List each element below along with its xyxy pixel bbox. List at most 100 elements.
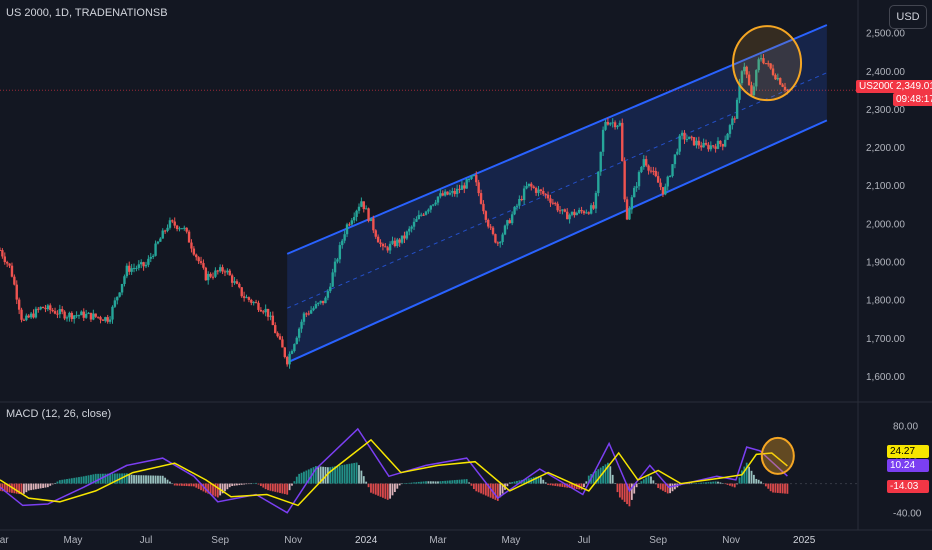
macd-histogram-bar [470,483,473,486]
candle-body [707,144,710,150]
candle-body [534,187,538,193]
macd-histogram-bar [669,483,672,494]
macd-histogram-bar [731,483,734,487]
macd-histogram-bar [288,483,291,491]
macd-histogram-bar [401,483,403,485]
macd-histogram-bar [87,475,90,484]
macd-histogram-bar [657,483,660,489]
candle-body [695,140,698,146]
candle-body [80,311,83,316]
macd-histogram-bar [307,469,310,484]
candle-body [384,246,387,248]
macd-histogram-bar [123,473,126,484]
channel-upper-line[interactable] [286,24,828,255]
candle-body [487,219,490,227]
macd-histogram-bar [300,472,303,484]
candle-body [214,270,217,277]
candle-body [575,212,578,216]
candle-body [561,209,564,211]
macd-histogram-bar [216,483,219,498]
candle-body [116,296,119,301]
candle-body [530,183,533,187]
candle-body [618,122,622,126]
macd-histogram-bar [379,483,382,497]
candle-body [223,271,227,273]
candle-body [460,185,464,190]
macd-histogram-bar [166,479,169,484]
candle-body [101,319,105,321]
macd-histogram-bar [461,479,463,484]
candle-body [300,321,303,329]
candle-body [388,243,392,251]
candle-body [171,220,174,222]
candle-body [27,315,30,318]
macd-histogram-bar [573,483,576,489]
candle-body [556,203,559,211]
macd-histogram-bar [382,483,384,498]
candle-body [606,121,610,125]
candle-body [743,66,746,72]
candle-body [228,270,231,276]
macd-histogram-bar [437,481,439,484]
macd-histogram-bar [281,483,284,494]
macd-histogram-bar [623,483,626,502]
price-tick-label: 2,200.00 [866,143,905,154]
macd-histogram-bar [417,481,420,484]
candle-body [642,159,645,167]
macd-histogram-bar [532,477,535,484]
price-tick-label: 1,800.00 [866,296,905,307]
candle-body [589,205,593,214]
macd-histogram-bar [37,483,40,489]
candle-body [429,205,432,210]
macd-histogram-bar [214,483,217,497]
candle-body [759,58,763,60]
candle-body [89,312,93,320]
macd-histogram-bar [1,483,4,492]
candle-body [477,182,480,194]
candle-body [151,255,155,257]
candle-body [554,202,557,204]
macd-histogram-bar [465,479,468,484]
price-tick-label: 2,300.00 [866,105,905,116]
candle-body [187,231,191,243]
macd-histogram-bar [154,475,157,484]
macd-histogram-bar [341,465,344,484]
macd-histogram-bar [128,474,131,484]
macd-histogram-bar [494,483,497,500]
macd-histogram-bar [386,483,389,500]
candle-body [719,140,722,145]
candle-body [714,146,717,149]
candle-body [601,129,605,152]
candle-body [281,339,284,348]
candle-body [51,309,54,312]
candle-body [329,286,332,292]
macd-histogram-bar [697,482,700,484]
candle-body [439,193,442,197]
candle-body [769,63,772,69]
candle-body [443,191,447,196]
macd-histogram-bar [8,483,11,493]
candle-body [10,265,14,277]
candle-body [266,308,270,317]
macd-histogram-bar [149,475,152,484]
candle-body [209,273,212,277]
candle-body [92,313,95,320]
macd-histogram-bar [130,474,133,484]
time-tick-label: Jul [578,535,591,546]
candle-body [525,186,528,189]
macd-histogram-bar [403,483,406,484]
macd-histogram-bar [647,475,650,484]
macd-histogram-bar [102,473,104,484]
candle-body [218,267,222,272]
macd-histogram-bar [721,483,724,484]
candle-body [0,250,2,252]
candle-body [381,244,385,247]
time-tick-label: Mar [0,535,9,546]
channel-lower-line[interactable] [286,119,828,364]
candle-body [113,300,117,307]
candle-body [680,132,684,136]
macd-histogram-bar [482,483,485,495]
currency-button[interactable]: USD [889,5,927,29]
candle-body [118,292,121,297]
